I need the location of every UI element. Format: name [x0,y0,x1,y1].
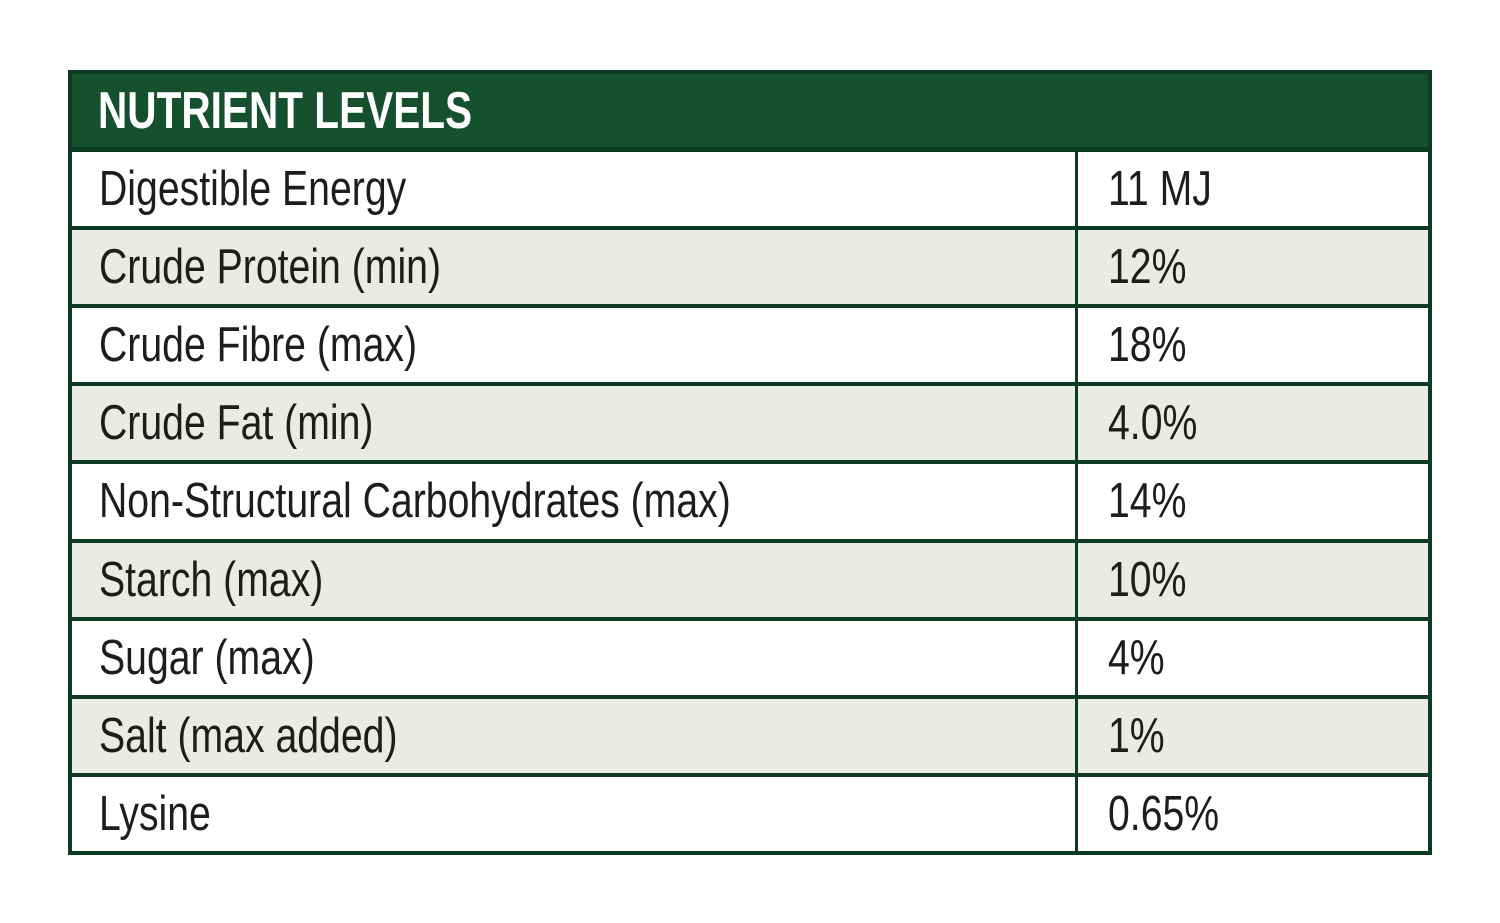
table-row: Non-Structural Carbohydrates (max) 14% [72,464,1428,543]
nutrient-value-cell: 14% [1075,464,1428,539]
table-row: Digestible Energy 11 MJ [72,152,1428,231]
nutrient-label-cell: Digestible Energy [72,152,1075,226]
nutrient-value-cell: 4.0% [1075,386,1428,461]
nutrient-value-cell: 10% [1075,542,1428,617]
nutrient-value-cell: 0.65% [1075,776,1428,851]
nutrient-value: 0.65% [1108,786,1220,841]
nutrient-value: 14% [1108,474,1187,529]
nutrient-label: Crude Fat (min) [99,396,374,451]
table-row: Crude Fat (min) 4.0% [72,386,1428,465]
nutrient-value-cell: 12% [1075,230,1428,305]
nutrient-label-cell: Non-Structural Carbohydrates (max) [72,464,1075,538]
nutrient-label-cell: Lysine [72,777,1075,851]
nutrient-label: Starch (max) [99,552,324,607]
nutrient-label: Lysine [99,786,211,841]
table-header: NUTRIENT LEVELS [72,74,1428,152]
nutrient-label-cell: Sugar (max) [72,621,1075,695]
nutrient-label: Sugar (max) [99,630,315,685]
nutrient-label-cell: Crude Protein (min) [72,230,1075,304]
nutrient-value: 4% [1108,630,1165,685]
nutrient-value: 11 MJ [1108,162,1212,217]
nutrient-levels-table: NUTRIENT LEVELS Digestible Energy 11 MJ … [68,70,1432,855]
table-row: Salt (max added) 1% [72,698,1428,777]
nutrient-label-cell: Crude Fat (min) [72,386,1075,460]
nutrient-value: 4.0% [1108,396,1198,451]
nutrient-value: 1% [1108,708,1165,763]
nutrient-value: 10% [1108,552,1187,607]
table-title: NUTRIENT LEVELS [98,81,473,140]
nutrient-label: Digestible Energy [99,162,407,217]
nutrient-label-cell: Crude Fibre (max) [72,308,1075,382]
nutrient-value: 18% [1108,318,1187,373]
nutrient-label: Crude Fibre (max) [99,318,418,373]
table-row: Crude Fibre (max) 18% [72,308,1428,387]
nutrient-label: Crude Protein (min) [99,240,442,295]
nutrient-label: Non-Structural Carbohydrates (max) [99,474,731,529]
nutrient-label-cell: Salt (max added) [72,699,1075,773]
nutrient-label: Salt (max added) [99,708,398,763]
nutrient-value-cell: 11 MJ [1075,152,1428,227]
nutrient-value: 12% [1108,240,1187,295]
table-row: Starch (max) 10% [72,542,1428,621]
nutrient-label-cell: Starch (max) [72,543,1075,617]
table-row: Crude Protein (min) 12% [72,230,1428,309]
nutrient-value-cell: 1% [1075,698,1428,773]
nutrient-value-cell: 4% [1075,620,1428,695]
nutrient-value-cell: 18% [1075,308,1428,383]
table-row: Lysine 0.65% [72,776,1428,851]
table-row: Sugar (max) 4% [72,620,1428,699]
